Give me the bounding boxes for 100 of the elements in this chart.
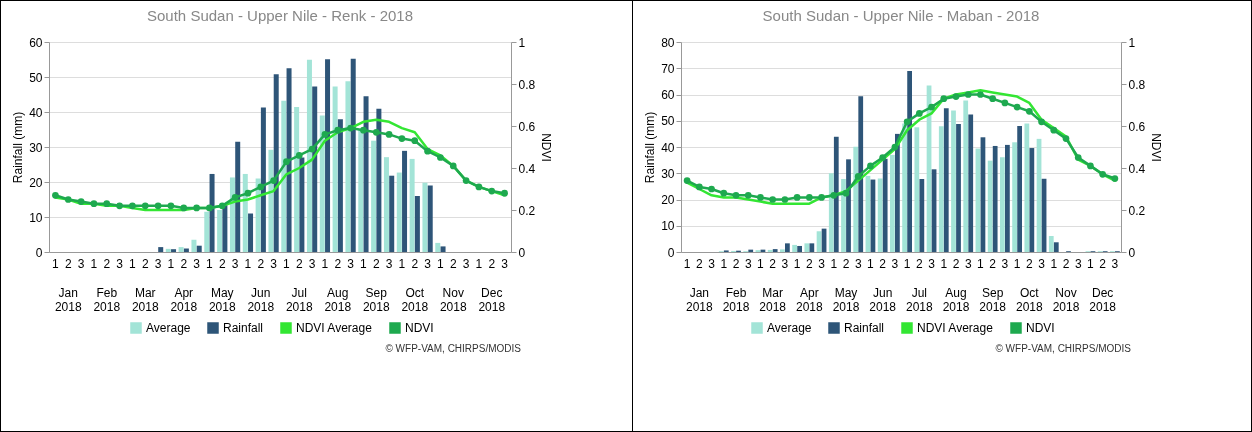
- point: [231, 194, 239, 201]
- bar: [281, 100, 287, 252]
- x-tick-label: 2: [805, 256, 813, 271]
- bar: [1000, 157, 1005, 252]
- bar: [767, 249, 773, 252]
- point: [475, 183, 483, 191]
- bar: [435, 242, 441, 252]
- text: Jan 2018: [685, 286, 713, 314]
- point: [952, 93, 960, 100]
- point: [360, 126, 367, 134]
- bar: [306, 59, 312, 252]
- point: [1038, 118, 1045, 126]
- point: [424, 147, 431, 155]
- bar: [780, 249, 785, 252]
- x-tick-label: 1: [360, 256, 368, 271]
- point: [154, 202, 162, 210]
- y-tick-label: 50: [29, 70, 43, 85]
- y-tick-label: 70: [661, 61, 675, 76]
- bar: [396, 172, 402, 252]
- point: [854, 173, 862, 180]
- bar: [792, 244, 797, 252]
- point: [891, 143, 899, 151]
- x-tick-label: 1: [830, 256, 838, 271]
- text: Oct 2018: [1015, 286, 1043, 314]
- bar: [337, 119, 343, 252]
- point: [437, 154, 444, 161]
- x-tick-label: 3: [77, 256, 85, 271]
- x-tick-label: 2: [989, 256, 997, 271]
- bar: [1048, 235, 1054, 252]
- x-tick-label: 1: [1013, 256, 1021, 271]
- x-tick-label: 2: [915, 256, 923, 271]
- x-tick-label: 2: [64, 256, 72, 271]
- point: [411, 137, 419, 145]
- x-tick-label: 2: [449, 256, 457, 271]
- y-tick-label: 10: [29, 210, 43, 225]
- legend-label: NDVI Average: [917, 321, 994, 335]
- x-tick-label: 1: [1087, 256, 1095, 271]
- y2-axis-title: NDVI: [1149, 133, 1164, 162]
- bar: [804, 243, 810, 252]
- legend-label: Average: [767, 321, 812, 335]
- bar: [785, 243, 790, 252]
- chart-title: South Sudan - Upper Nile - Maban - 2018: [762, 7, 1040, 24]
- legend-label: NDVI: [1026, 321, 1055, 335]
- point: [1111, 175, 1119, 182]
- x-tick-label: 1: [475, 256, 483, 271]
- x-tick-label: 3: [501, 256, 509, 271]
- text: May 2018: [208, 286, 236, 314]
- text: © WFP-VAM, CHIRPS/MODIS: [995, 343, 1132, 354]
- bar: [833, 136, 839, 252]
- y-tick-label: 20: [661, 193, 675, 207]
- point: [270, 177, 277, 184]
- text: Aug 2018: [324, 286, 352, 314]
- bar: [204, 211, 210, 252]
- bar: [1029, 148, 1035, 252]
- bar: [846, 159, 851, 252]
- x-tick-label: 3: [708, 256, 716, 271]
- x-tick-label: 3: [308, 256, 316, 271]
- bar: [171, 249, 177, 252]
- x-tick-label: 3: [385, 256, 393, 271]
- bar: [389, 175, 395, 252]
- y2-tick-label: 0.6: [518, 119, 536, 134]
- y-tick-label: 0: [35, 245, 43, 260]
- x-tick-label: 3: [424, 256, 432, 271]
- point: [308, 145, 316, 153]
- point: [1074, 154, 1082, 161]
- bar: [196, 245, 202, 252]
- point: [928, 103, 935, 111]
- x-tick-label: 1: [437, 256, 445, 271]
- x-tick-label: 3: [270, 256, 278, 271]
- x-tick-label: 2: [769, 256, 777, 271]
- point: [903, 118, 911, 126]
- point: [488, 187, 496, 195]
- y2-tick-label: 0.8: [518, 77, 536, 92]
- x-tick-label: 3: [1111, 256, 1119, 271]
- point: [244, 189, 252, 197]
- legend-label: NDVI Average: [296, 321, 373, 335]
- x-tick-label: 1: [867, 256, 875, 271]
- bar: [350, 58, 356, 252]
- point: [1062, 135, 1070, 142]
- x-tick-label: 3: [193, 256, 201, 271]
- bar: [191, 239, 197, 252]
- point: [1025, 107, 1033, 115]
- x-tick-label: 1: [940, 256, 948, 271]
- x-tick-label: 3: [116, 256, 124, 271]
- bar: [877, 178, 883, 252]
- bar: [992, 145, 998, 252]
- bar: [809, 243, 815, 252]
- text: Dec 2018: [1089, 286, 1117, 314]
- x-tick-label: 3: [347, 256, 355, 271]
- text: Aug 2018: [942, 286, 970, 314]
- point: [180, 204, 188, 212]
- point: [695, 183, 703, 191]
- legend-label: Rainfall: [844, 321, 885, 335]
- bar: [882, 158, 888, 252]
- point: [989, 95, 997, 103]
- bar: [853, 146, 859, 252]
- point: [206, 204, 213, 212]
- bar: [1017, 126, 1022, 252]
- y-tick-label: 30: [29, 140, 43, 155]
- bar: [1024, 123, 1030, 252]
